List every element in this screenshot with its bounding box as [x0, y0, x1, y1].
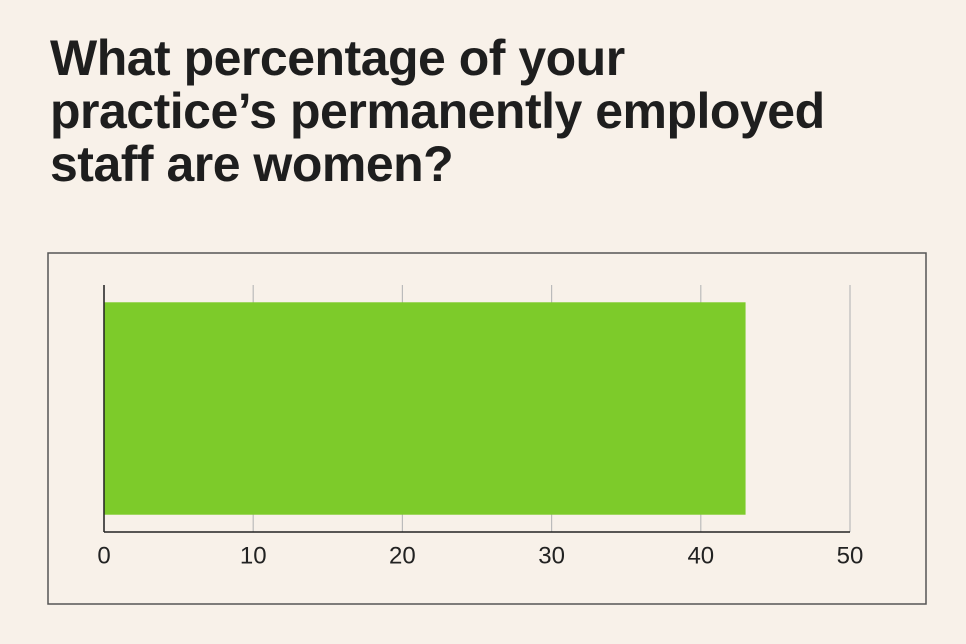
x-tick-label: 10: [240, 542, 267, 569]
x-tick-label: 50: [837, 542, 864, 569]
x-tick-label: 0: [97, 542, 110, 569]
chart-frame: [47, 252, 927, 605]
x-tick-label: 20: [389, 542, 416, 569]
chart-title: What percentage of your practice’s perma…: [50, 30, 825, 192]
x-tick-label: 30: [538, 542, 565, 569]
bar: [104, 302, 746, 515]
x-tick-label: 40: [687, 542, 714, 569]
